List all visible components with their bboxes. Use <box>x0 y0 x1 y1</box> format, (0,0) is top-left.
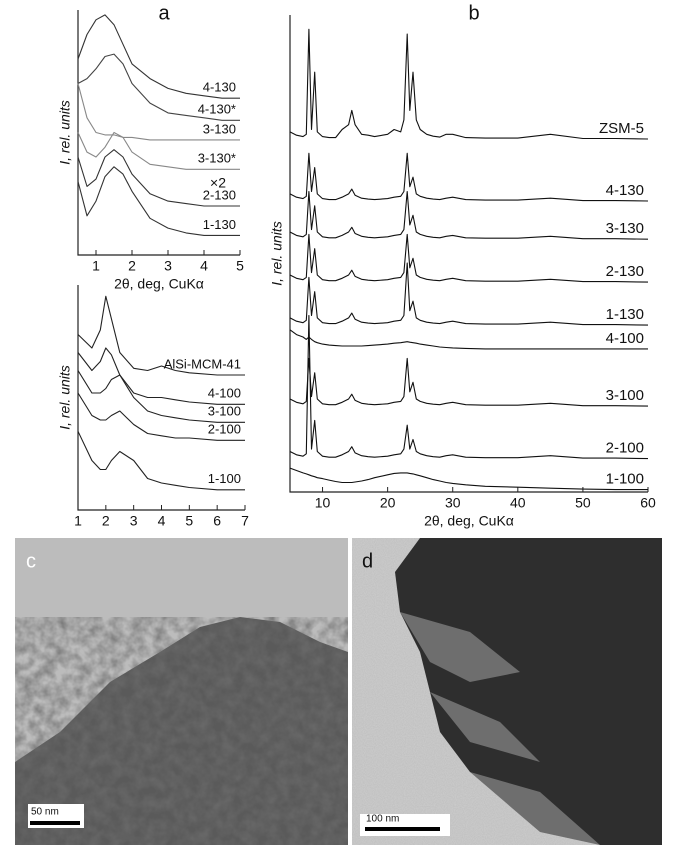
curve-label: 3-130* <box>198 151 236 166</box>
xrd-curve <box>77 347 245 405</box>
curve-label: 4-100 <box>208 386 241 401</box>
scale-label: 100 nm <box>366 814 399 825</box>
curve-label: 2-130 <box>606 263 644 280</box>
tem-images: 50 nm c 100 nm d <box>15 538 662 845</box>
curve-label: 1-130 <box>203 217 236 232</box>
curve-label: 2-130 <box>203 187 236 202</box>
xrd-curve <box>289 233 649 283</box>
annotation: ×2 <box>210 175 226 191</box>
x-axis-label: 2θ, deg, CuKα <box>117 531 207 532</box>
x-tick-label: 10 <box>315 495 331 511</box>
xrd-curve <box>289 314 649 460</box>
xrd-curve <box>77 149 240 207</box>
xrd-curve <box>289 467 648 491</box>
x-tick-label: 1 <box>92 258 100 274</box>
curve-label: 4-130 <box>203 80 236 95</box>
crystal-mass <box>395 538 662 845</box>
xrd-charts: 1 2 3 4 5 2θ, deg, CuKα I, rel. units a 4-130 4-1… <box>57 2 656 532</box>
particle-texture <box>15 617 348 845</box>
x-tick-label: 3 <box>130 513 138 529</box>
crystal-plates <box>400 612 600 845</box>
axis-line <box>77 10 240 256</box>
xrd-curve <box>77 166 240 236</box>
xrd-curve <box>77 14 240 99</box>
x-tick-label: 2 <box>102 513 110 529</box>
x-tick-label: 2 <box>128 258 136 274</box>
xrd-curve <box>289 329 648 350</box>
curve-label: 1-130 <box>606 306 644 323</box>
curve-label: 3-100 <box>208 404 241 419</box>
x-tick-label: 30 <box>445 495 461 511</box>
xrd-curve <box>289 262 649 326</box>
x-tick-label: 7 <box>241 513 249 529</box>
xrd-curve <box>77 53 240 121</box>
x-tick-label: 1 <box>74 513 82 529</box>
curve-label: 2-100 <box>606 440 644 457</box>
curve-label: 4-130 <box>606 182 644 199</box>
x-axis-label: 2θ, deg, CuKα <box>114 276 204 292</box>
xrd-curve <box>77 295 245 376</box>
panel-letter: b <box>468 2 479 24</box>
xrd-curve <box>77 83 240 141</box>
y-axis-label: I, rel. units <box>57 100 73 165</box>
curve-label: 3-130 <box>203 121 236 136</box>
x-tick-label: 50 <box>575 495 591 511</box>
curve-label: 2-100 <box>208 422 241 437</box>
curve-label: 3-130 <box>606 220 644 237</box>
xrd-curve <box>77 392 245 441</box>
y-axis-label: I, rel. units <box>269 221 285 286</box>
panel-c: 50 nm c <box>15 538 348 845</box>
xrd-curve <box>77 131 240 170</box>
axis-line <box>289 15 648 493</box>
panel-letter: d <box>362 550 373 572</box>
panel-letter: c <box>26 550 36 572</box>
x-tick-label: 3 <box>164 258 172 274</box>
x-tick-label: 5 <box>185 513 193 529</box>
xrd-curve <box>289 190 649 240</box>
panel-letter: a <box>158 2 170 24</box>
x-tick-label: 20 <box>380 495 396 511</box>
curve-label: 1-100 <box>606 471 644 488</box>
xrd-curve <box>289 28 649 140</box>
x-axis-label: 2θ, deg, CuKα <box>424 513 514 529</box>
curve-label: 1-100 <box>208 471 241 486</box>
x-tick-label: 6 <box>213 513 221 529</box>
x-tick-label: 4 <box>158 513 166 529</box>
curve-label: 4-100 <box>606 330 644 347</box>
xrd-curve <box>77 431 245 491</box>
x-tick-label: 40 <box>510 495 526 511</box>
panel-d: 100 nm d <box>352 538 662 845</box>
x-tick-label: 60 <box>640 495 656 511</box>
x-tick-label: 4 <box>200 258 208 274</box>
curve-label: 3-100 <box>606 387 644 404</box>
xrd-curve <box>289 152 649 202</box>
xrd-curve <box>289 357 649 407</box>
xrd-curve <box>77 370 245 423</box>
x-tick-label: 5 <box>236 258 244 274</box>
curve-label: 4-130* <box>198 102 236 117</box>
y-axis-label: I, rel. units <box>57 365 73 430</box>
curve-label: ZSM-5 <box>599 120 644 137</box>
scale-label: 50 nm <box>31 807 59 818</box>
curve-label: AlSi-MCM-41 <box>164 356 241 371</box>
